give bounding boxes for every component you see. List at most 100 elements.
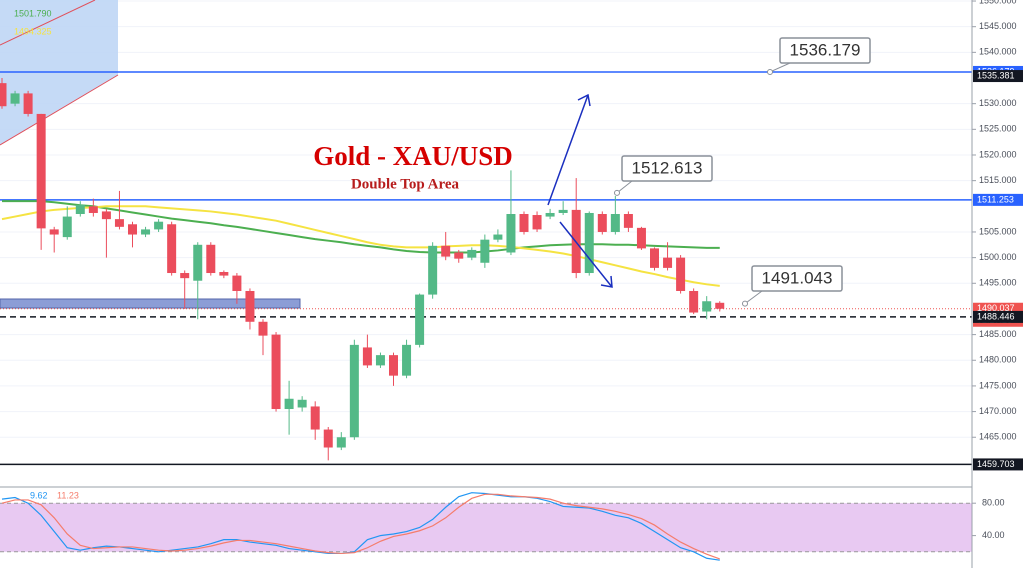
channel-edge (0, 74, 119, 146)
candle-body (702, 301, 712, 312)
callout-label: 1491.043 (762, 268, 833, 287)
candle-body (128, 224, 137, 235)
candle-body (23, 93, 33, 114)
callout-anchor (614, 189, 620, 196)
y-tick-label: 1505.000 (979, 226, 1017, 236)
band (0, 503, 972, 552)
y-tick-label: 1475.000 (979, 380, 1017, 390)
candle-body (623, 214, 633, 228)
callout-label: 1536.179 (790, 40, 861, 59)
channel-edge (0, 0, 96, 46)
legend-entry: 9.62 (30, 490, 48, 500)
callout-pointer (744, 290, 763, 304)
callout-box (621, 155, 713, 182)
callout-label: 1512.613 (632, 158, 703, 177)
candle-body (389, 355, 398, 376)
grid (0, 0, 972, 438)
moving-average (1, 205, 720, 287)
arrow (547, 94, 589, 206)
oscillator-pane: 9.62 11.23 (0, 490, 972, 561)
candle-body (154, 221, 164, 230)
legend-entry: 11.23 (57, 490, 79, 500)
candle-body (715, 302, 725, 309)
candle-body (10, 93, 20, 104)
candle-body (258, 321, 268, 336)
arrow-head (577, 93, 591, 107)
candle-body (49, 229, 59, 235)
candle-body (88, 206, 98, 213)
callout-box (779, 37, 871, 64)
candle-body (493, 234, 503, 240)
candle-body (36, 113, 46, 229)
candle-body (415, 294, 425, 345)
candle-body (310, 406, 320, 430)
y-tick-label: 1485.000 (979, 329, 1017, 339)
candle-body (402, 344, 412, 376)
price-tag-label: 1535.381 (977, 70, 1015, 80)
chart-subtitle: Double Top Area (351, 176, 460, 192)
candle-body (428, 245, 438, 295)
candle-body (362, 347, 372, 366)
y-tick-label: 1470.000 (979, 406, 1017, 416)
candle-body (663, 257, 673, 268)
candle-body (454, 252, 464, 259)
y-tick-label: 1500.000 (979, 252, 1017, 262)
candle-body (219, 271, 229, 276)
ma-legend: 1501.790 (14, 8, 52, 18)
y-tick-label: 40.00 (982, 530, 1005, 540)
y-tick-label: 1520.000 (979, 149, 1017, 159)
y-tick-label: 1465.000 (979, 432, 1017, 442)
candle-body (323, 429, 333, 448)
candle-body (101, 211, 111, 220)
candle-body (284, 398, 294, 410)
arrow (559, 221, 613, 288)
arrow-head (600, 275, 613, 288)
candle-body (636, 227, 646, 249)
candle-body (141, 229, 151, 235)
candle-body (180, 273, 190, 279)
candle-body (232, 275, 242, 291)
candle-body (297, 399, 307, 408)
candle-body (271, 334, 281, 410)
candle-body (519, 214, 529, 232)
candle-body (206, 244, 216, 274)
price-tag (973, 193, 1023, 206)
candle-body (193, 244, 203, 281)
oscillator-line (1, 493, 720, 560)
candle-body (558, 209, 568, 213)
candle-body (676, 257, 686, 291)
candle-body (545, 212, 555, 217)
candle-body (62, 216, 72, 238)
candle-body (532, 215, 542, 230)
candle-body (467, 249, 477, 258)
price-tag (973, 310, 1023, 323)
y-tick-label: 1480.000 (979, 355, 1017, 365)
callout-box (751, 265, 843, 292)
candle-body (349, 344, 359, 438)
axis-labels: 1550.000 1545.000 1540.000 1530.000 1525.000… (972, 0, 1023, 540)
callout-anchor (767, 68, 773, 75)
support-zone (0, 298, 301, 309)
ma-legend: 1494.325 (14, 26, 52, 36)
moving-average (2, 200, 720, 254)
chart-title: Gold - XAU/USD (313, 141, 513, 171)
y-tick-label: 80.00 (982, 498, 1005, 508)
price-pane: 1501.790 1494.325 1536.179 1512.613 1491.043 (0, 8, 972, 466)
candle-body (245, 290, 255, 322)
candle-body (650, 248, 659, 268)
price-tag (973, 458, 1023, 471)
callout-pointer (769, 62, 791, 73)
y-tick-label: 1545.000 (979, 21, 1017, 31)
candle-body (584, 212, 594, 274)
candle-body (441, 245, 451, 257)
y-tick-label: 1530.000 (979, 98, 1017, 108)
callout-pointer (616, 180, 633, 194)
candle-body (597, 214, 607, 232)
y-tick-label: 1540.000 (979, 47, 1017, 57)
price-tag-label: 1488.446 (977, 311, 1015, 321)
y-tick-label: 1495.000 (979, 278, 1017, 288)
candle-body (610, 214, 620, 232)
price-axis (972, 0, 1024, 568)
